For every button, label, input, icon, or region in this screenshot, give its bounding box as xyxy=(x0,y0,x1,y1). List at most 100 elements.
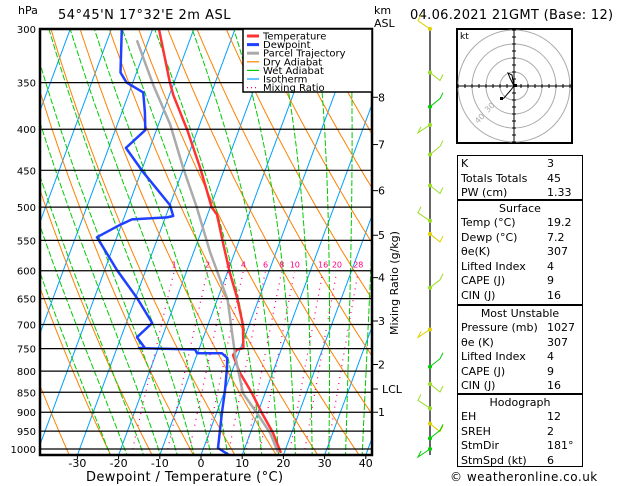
wind-barb xyxy=(416,329,431,339)
dry-adiabat-line xyxy=(138,29,360,455)
height-tick-label: 1 xyxy=(378,406,385,419)
mixing-ratio-label: 4 xyxy=(241,261,246,270)
temperature-tick-label: 40 xyxy=(359,457,373,470)
mu-value: 1027 xyxy=(547,321,575,334)
height-unit-km: km xyxy=(374,4,392,17)
hodo-value: 2 xyxy=(547,424,554,438)
pressure-tick-label: 1000 xyxy=(11,445,36,456)
temperature-tick-label: 10 xyxy=(235,457,249,470)
isotherm-line xyxy=(241,102,372,455)
surface-label: CIN (J) xyxy=(461,288,496,302)
mu-label: CAPE (J) xyxy=(461,364,506,378)
wet-adiabat-line xyxy=(154,29,263,455)
wet-adiabat-line xyxy=(69,29,212,455)
wind-barb xyxy=(417,14,431,30)
pressure-tick-label: 700 xyxy=(17,321,36,332)
wet-adiabat-line xyxy=(345,29,353,455)
hodograph-origin-marker xyxy=(513,84,517,87)
hodograph-title: Hodograph xyxy=(489,396,551,409)
dry-adiabat-line xyxy=(40,188,153,455)
isotherm-line xyxy=(324,325,372,455)
legend-label: Dry Adiabat xyxy=(263,57,322,68)
mixing-ratio-label: 1 xyxy=(172,261,177,270)
wind-barb xyxy=(429,140,444,155)
index-value: 3 xyxy=(547,157,554,170)
hodograph-trace xyxy=(501,71,515,100)
hodo-value: 12 xyxy=(547,410,561,423)
pressure-tick-label: 750 xyxy=(17,345,36,356)
index-label: PW (cm) xyxy=(461,186,508,200)
most-unstable-table: Most Unstable Pressure (mb) 1027 θe (K) 30… xyxy=(457,305,583,394)
surface-value: 4 xyxy=(547,259,554,273)
wind-barb xyxy=(429,72,444,82)
wet-adiabat-line xyxy=(40,224,128,455)
hodo-label: EH xyxy=(461,410,477,423)
wet-adiabat-line xyxy=(40,271,111,455)
pressure-tick-label: 650 xyxy=(17,295,36,306)
dry-adiabat-line xyxy=(79,29,277,455)
surface-table: Surface Temp (°C) 19.2 Dewp (°C) 7.2 θe(K)… xyxy=(457,200,583,305)
pressure-tick-label: 800 xyxy=(17,367,36,378)
height-tick-label: 3 xyxy=(378,315,385,328)
pressure-tick-label: 950 xyxy=(17,427,36,438)
index-row: PW (cm) 1.33 xyxy=(458,186,582,201)
wind-barb xyxy=(429,424,444,439)
mu-label: θe (K) xyxy=(461,335,494,349)
hodo-value: 181° xyxy=(547,439,574,453)
pressure-tick-label: 500 xyxy=(17,203,36,214)
dry-adiabat-line xyxy=(599,20,629,455)
wind-barb xyxy=(429,185,444,195)
dry-adiabat-line xyxy=(167,29,372,416)
legend-label: Isotherm xyxy=(263,75,307,86)
height-tick-label: 5 xyxy=(378,229,385,242)
wet-adiabat-line xyxy=(315,29,331,455)
dry-adiabat-line xyxy=(40,89,194,455)
isotherm-line xyxy=(40,29,71,113)
dry-adiabat-line xyxy=(196,29,372,357)
mu-label: Pressure (mb) xyxy=(461,321,538,334)
mixing-ratio-line xyxy=(258,271,296,455)
surface-value: 19.2 xyxy=(547,216,572,229)
height-tick-label: 8 xyxy=(378,91,385,104)
wind-barb xyxy=(429,423,444,433)
pressure-tick-label: 300 xyxy=(17,25,36,36)
temperature-tick-label: -20 xyxy=(110,457,128,470)
hodo-label: StmDir xyxy=(461,439,500,453)
wet-adiabat-line xyxy=(40,62,178,455)
index-value: 45 xyxy=(547,171,561,185)
mixing-ratio-label: 8 xyxy=(279,261,284,270)
surface-value: 307 xyxy=(547,245,568,259)
surface-label: Lifted Index xyxy=(461,259,526,273)
wet-adiabat-line xyxy=(191,29,280,455)
mixing-ratio-line xyxy=(288,271,324,455)
temperature-tick-label: -30 xyxy=(68,457,86,470)
mu-value: 4 xyxy=(547,350,554,364)
dry-adiabat-line xyxy=(50,29,236,455)
pressure-tick-label: 550 xyxy=(17,236,36,247)
mixing-ratio-label: 28 xyxy=(353,261,363,270)
storm-motion-marker xyxy=(500,97,503,100)
isotherm-line xyxy=(40,29,154,335)
index-label: K xyxy=(461,157,469,170)
surface-label: Temp (°C) xyxy=(461,216,516,229)
wind-barb xyxy=(429,233,444,243)
hodo-label: StmSpd (kt) xyxy=(461,453,527,467)
legend-label: Mixing Ratio xyxy=(263,83,325,94)
temperature-tick-label: 30 xyxy=(318,457,332,470)
dry-adiabat-line xyxy=(283,29,372,189)
surface-value: 9 xyxy=(547,274,554,288)
wind-barb xyxy=(429,383,444,393)
wet-adiabat-line xyxy=(275,29,313,455)
mixing-ratio-label: 6 xyxy=(263,261,268,270)
index-value: 1.33 xyxy=(547,186,572,200)
wind-barb xyxy=(429,92,444,108)
mixing-ratio-label: 10 xyxy=(290,261,300,270)
mu-value: 16 xyxy=(547,379,561,393)
height-tick-label: LCL xyxy=(382,383,403,396)
pressure-tick-label: 450 xyxy=(17,166,36,177)
dry-adiabat-line xyxy=(40,384,70,455)
